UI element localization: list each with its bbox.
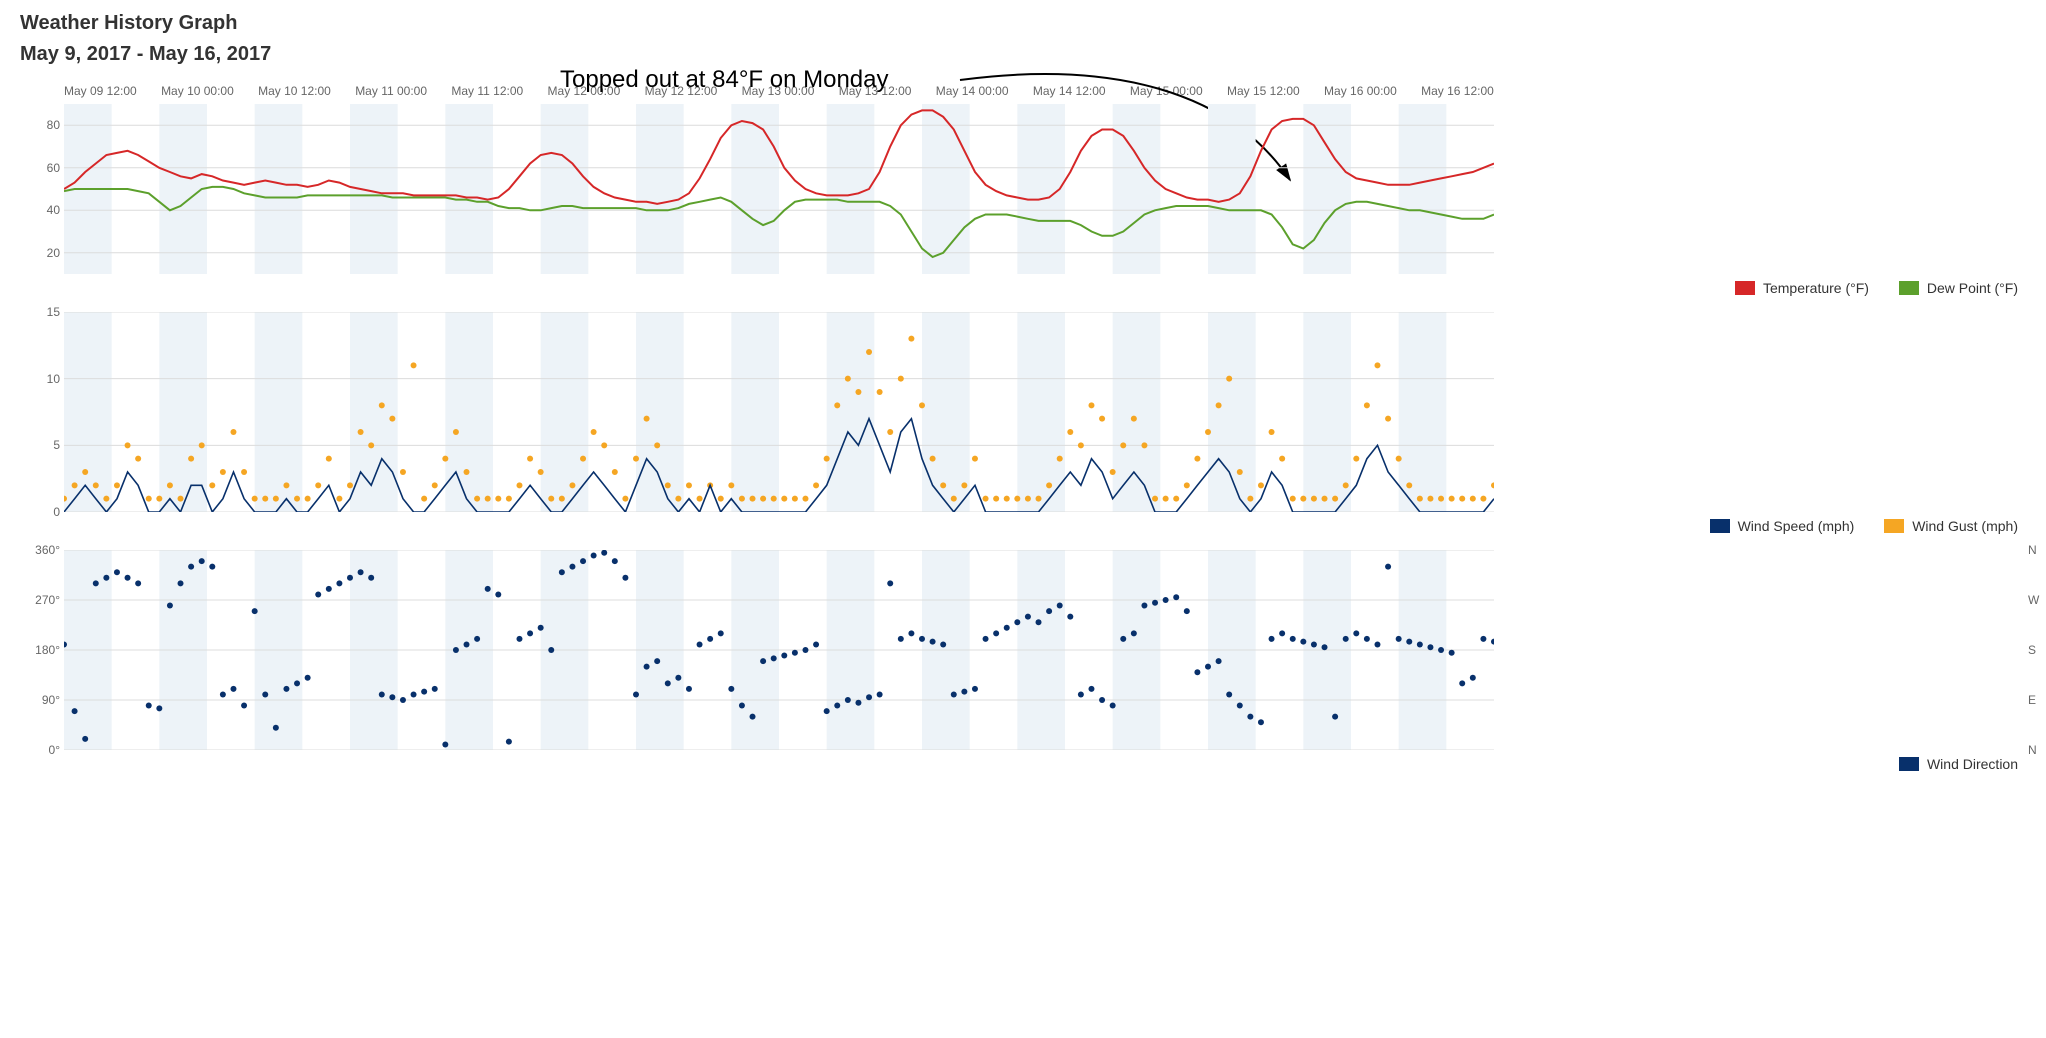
swatch-temperature [1735, 281, 1755, 295]
y-axis-ticks-wind: 051015 [26, 312, 60, 512]
legend-dir: Wind Direction [20, 756, 2018, 774]
y-axis-ticks-dir: 0°90°180°270°360° [26, 550, 60, 750]
panel-wind: 051015 [64, 312, 2026, 512]
page-title: Weather History Graph [20, 10, 2026, 37]
legend-wind: Wind Speed (mph) Wind Gust (mph) [20, 518, 2018, 536]
date-range: May 9, 2017 - May 16, 2017 [20, 43, 2026, 66]
y-axis-ticks-temp: 20406080 [26, 104, 60, 274]
panel-direction: 0°90°180°270°360° NESWN [64, 550, 2026, 750]
swatch-winddir [1899, 757, 1919, 771]
wind-chart-svg [64, 312, 1494, 512]
direction-chart-svg [64, 550, 1494, 750]
legend-temperature: Temperature (°F) [1735, 280, 1869, 296]
temp-chart-svg [64, 104, 1494, 274]
swatch-dewpoint [1899, 281, 1919, 295]
legend-windgust: Wind Gust (mph) [1884, 518, 2018, 534]
right-axis-ticks-dir: NESWN [2028, 550, 2046, 750]
swatch-windspeed [1710, 519, 1730, 533]
legend-temp: Temperature (°F) Dew Point (°F) [20, 280, 2018, 298]
legend-windspeed: Wind Speed (mph) [1710, 518, 1855, 534]
swatch-windgust [1884, 519, 1904, 533]
panel-temperature: 20406080 [64, 104, 2026, 274]
legend-dewpoint: Dew Point (°F) [1899, 280, 2018, 296]
legend-winddir: Wind Direction [1899, 756, 2018, 772]
chart-container: Topped out at 84°F on Monday May 09 12:0… [20, 84, 2026, 774]
annotation-text: Topped out at 84°F on Monday [560, 66, 889, 94]
